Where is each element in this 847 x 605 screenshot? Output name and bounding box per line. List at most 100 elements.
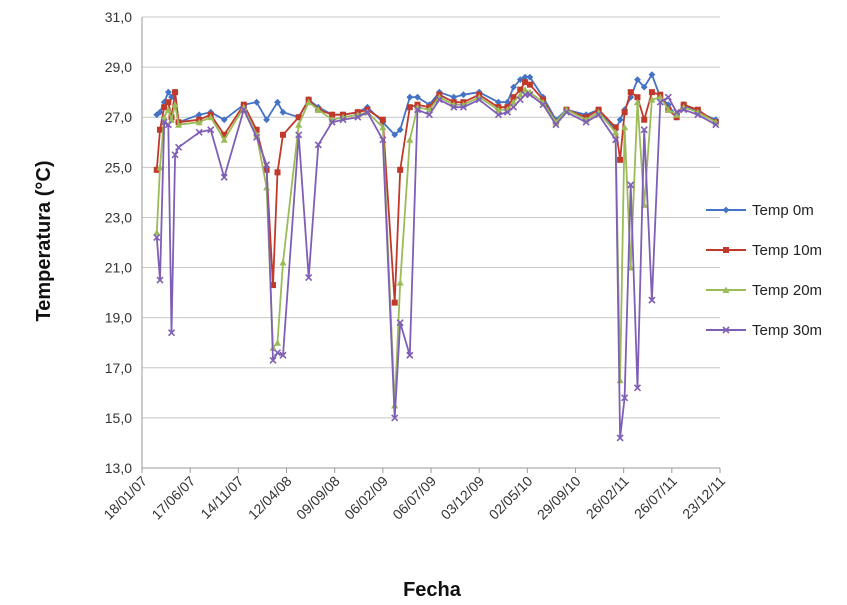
data-point <box>617 156 624 163</box>
data-point <box>391 131 399 139</box>
data-point <box>616 434 624 442</box>
data-point <box>207 126 215 134</box>
data-point <box>396 279 404 286</box>
data-point <box>263 116 270 124</box>
x-tick-label: 26/02/11 <box>583 473 632 522</box>
data-point <box>164 88 172 96</box>
y-tick-label: 19,0 <box>105 310 132 326</box>
data-point <box>494 111 502 119</box>
x-tick-label: 12/04/08 <box>245 473 295 523</box>
data-point <box>627 89 634 96</box>
data-point <box>305 98 313 106</box>
y-gridlines <box>142 16 720 469</box>
data-point <box>164 106 172 113</box>
y-tick-label: 21,0 <box>105 260 132 276</box>
data-point <box>495 98 502 106</box>
data-point <box>510 94 517 101</box>
data-point <box>627 181 635 189</box>
x-tick-label: 18/01/07 <box>100 473 150 523</box>
data-point <box>414 93 421 101</box>
data-point <box>279 131 286 138</box>
data-point <box>391 299 398 306</box>
data-point <box>595 111 603 119</box>
data-point <box>673 111 681 118</box>
data-point <box>450 93 458 101</box>
data-point <box>354 113 362 121</box>
y-tick-label: 27,0 <box>105 109 132 125</box>
data-point <box>425 111 433 119</box>
data-point <box>612 128 620 136</box>
data-point <box>156 276 164 284</box>
data-point <box>263 161 271 169</box>
data-point <box>648 71 656 79</box>
data-point <box>656 93 664 101</box>
y-tick-label: 25,0 <box>105 159 132 175</box>
data-point <box>517 86 524 93</box>
data-point <box>379 136 387 144</box>
data-point <box>522 79 529 86</box>
y-tick-label: 13,0 <box>105 460 132 476</box>
x-tick-label: 02/05/10 <box>486 473 536 523</box>
data-point <box>664 93 672 101</box>
data-point <box>153 228 161 236</box>
data-point <box>207 113 215 121</box>
legend-label: Temp 0m <box>752 202 814 219</box>
data-point <box>396 126 404 134</box>
data-point <box>171 101 179 108</box>
data-point <box>270 282 277 289</box>
x-tick-label: 26/07/11 <box>631 473 680 522</box>
x-tick-label: 14/11/07 <box>197 473 246 522</box>
y-tick-label: 29,0 <box>105 59 132 75</box>
data-point <box>195 111 203 119</box>
data-point <box>295 121 303 128</box>
data-point <box>379 116 386 123</box>
y-tick-label: 15,0 <box>105 410 132 426</box>
data-point <box>314 106 322 113</box>
data-point <box>161 104 168 111</box>
data-point <box>160 98 168 106</box>
legend-entry: Temp 10m <box>706 242 822 259</box>
data-point <box>722 286 730 293</box>
data-point <box>633 98 641 106</box>
data-point <box>612 124 619 131</box>
data-point <box>694 111 702 119</box>
legend-label: Temp 20m <box>752 282 822 299</box>
data-point <box>634 94 641 101</box>
data-point <box>494 106 502 113</box>
legend-entry: Temp 20m <box>706 282 822 299</box>
data-point <box>516 76 524 84</box>
data-point <box>413 106 422 114</box>
legend-label: Temp 30m <box>752 322 822 339</box>
data-point <box>526 91 534 99</box>
data-point <box>339 116 347 124</box>
data-point <box>504 98 511 106</box>
data-point <box>305 274 313 282</box>
y-tick-label: 31,0 <box>105 9 132 25</box>
data-point <box>168 116 176 123</box>
data-point <box>379 123 387 131</box>
data-point <box>640 83 648 91</box>
data-point <box>156 108 164 116</box>
data-point <box>274 98 281 106</box>
data-point <box>634 76 641 84</box>
data-point <box>164 121 172 129</box>
data-point <box>641 116 648 123</box>
data-point <box>165 99 172 106</box>
data-point <box>156 126 163 133</box>
data-point <box>648 89 655 96</box>
data-point <box>253 133 261 141</box>
data-point <box>279 108 287 116</box>
y-tick-label: 17,0 <box>105 360 132 376</box>
data-point <box>153 233 161 242</box>
data-point <box>680 106 688 114</box>
data-point <box>328 118 336 126</box>
data-point <box>195 118 203 126</box>
data-point <box>673 108 681 116</box>
data-point <box>396 319 404 327</box>
data-point <box>503 108 511 116</box>
data-point <box>172 89 179 96</box>
data-point <box>552 121 560 129</box>
series-temp-30m <box>153 91 720 442</box>
